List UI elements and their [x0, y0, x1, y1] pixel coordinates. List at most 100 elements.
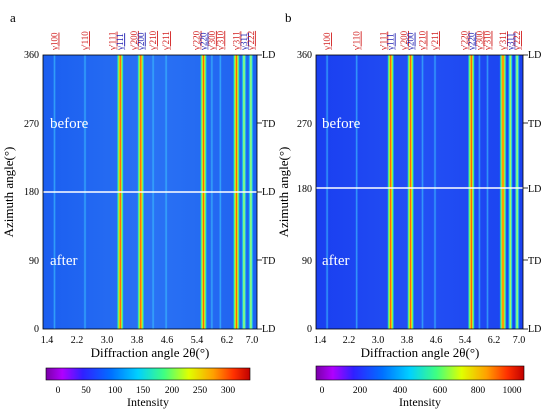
colorbar	[315, 365, 525, 381]
panel-letter: a	[10, 10, 16, 25]
heatmap-frame	[315, 54, 524, 330]
before-label: before	[322, 116, 361, 132]
direction-tick: LD	[528, 50, 541, 61]
peak-label: γ'210	[418, 30, 428, 51]
x-tick: 3.8	[401, 335, 414, 346]
peak-label: γ220	[466, 32, 476, 51]
peak-label: γ200	[406, 32, 416, 51]
peak-label: γ'211	[161, 31, 171, 51]
y-tick: 90	[302, 256, 312, 267]
y-tick: 360	[24, 50, 39, 61]
after-label: after	[50, 253, 77, 269]
peak-streak	[387, 55, 395, 329]
peak-streak	[421, 55, 424, 329]
x-tick: 3.0	[101, 335, 114, 346]
peak-streak	[514, 55, 520, 329]
colorbar-tick: 0	[320, 386, 325, 396]
after-label: after	[322, 253, 349, 269]
direction-tick: LD	[528, 184, 541, 195]
peak-streak	[507, 55, 513, 329]
peak-label: γ'311	[231, 31, 241, 51]
colorbar-ticks: 0 50 100 150 200 250 300	[56, 386, 236, 396]
peak-label: γ'222	[246, 31, 256, 51]
colorbar-tick: 600	[433, 386, 448, 396]
peak-label: γ'310	[483, 30, 493, 51]
direction-tick: LD	[528, 324, 541, 335]
y-tick: 270	[297, 119, 312, 130]
direction-tick: TD	[262, 119, 275, 130]
colorbar	[45, 367, 251, 381]
heatmap-background	[316, 55, 523, 329]
x-tick: 6.2	[488, 335, 501, 346]
x-tick: 1.4	[314, 335, 327, 346]
peak-label: γ100	[322, 32, 332, 51]
peak-label: γ'210	[148, 30, 158, 51]
peak-label: γ'200	[129, 30, 139, 51]
peak-label: γ200	[136, 32, 146, 51]
y-tick: 180	[297, 184, 312, 195]
colorbar-ticks: 0 200 400 600 800 1000	[320, 386, 522, 396]
peak-label: γ'111	[108, 32, 118, 51]
peak-streak	[325, 55, 329, 329]
peak-label: γ311	[239, 33, 249, 51]
x-ticks: 1.4 2.2 3.0 3.8 4.6 5.4 6.2 7.0	[41, 335, 259, 346]
right-tick-marks	[257, 54, 262, 330]
y-axis-label: Azimuth angle(°)	[276, 147, 291, 238]
peak-label: γ'110	[352, 31, 362, 51]
direction-tick: LD	[262, 324, 275, 335]
direction-tick: LD	[262, 187, 275, 198]
colorbar-tick: 50	[81, 386, 91, 396]
y-tick: 90	[29, 256, 39, 267]
peak-label: γ111	[115, 33, 125, 51]
colorbar-tick: 800	[471, 386, 486, 396]
x-tick: 6.2	[221, 335, 234, 346]
right-ticks: LD TD LD TD LD	[262, 50, 275, 335]
y-axis-label: Azimuth angle(°)	[1, 147, 16, 238]
colorbar-tick: 200	[353, 386, 368, 396]
x-ticks: 1.4 2.2 3.0 3.8 4.6 5.4 6.2 7.0	[314, 335, 526, 346]
peak-label: γ'310	[215, 30, 225, 51]
direction-tick: TD	[262, 256, 275, 267]
y-tick: 360	[297, 50, 312, 61]
x-tick: 7.0	[246, 335, 259, 346]
x-tick: 1.4	[41, 335, 54, 346]
y-tick: 180	[24, 187, 39, 198]
colorbar-tick: 200	[165, 386, 180, 396]
peak-label: γ'111	[378, 32, 388, 51]
direction-tick: TD	[528, 119, 541, 130]
y-tick: 0	[307, 324, 312, 335]
peak-label: γ'300	[474, 30, 484, 51]
peak-label: γ100	[50, 32, 60, 51]
colorbar-tick: 300	[221, 386, 236, 396]
peak-label: γ220	[199, 32, 209, 51]
colorbar-label: Intensity	[399, 395, 441, 409]
colorbar-tick: 1000	[503, 386, 522, 396]
peak-label: γ'220	[460, 30, 470, 51]
x-axis-label: Diffraction angle 2θ(°)	[361, 345, 480, 360]
peak-streak	[477, 55, 481, 329]
y-ticks: 0 90 180 270 360	[297, 50, 312, 335]
x-tick: 2.2	[71, 335, 84, 346]
right-tick-marks	[523, 54, 528, 330]
x-tick: 3.8	[131, 335, 144, 346]
colorbar-tick: 0	[56, 386, 61, 396]
colorbar-tick: 250	[193, 386, 208, 396]
peak-streak	[433, 55, 437, 329]
x-tick: 5.4	[191, 335, 204, 346]
y-ticks: 0 90 180 270 360	[24, 50, 39, 335]
peak-streak	[407, 55, 415, 329]
peak-label: γ'222	[512, 31, 522, 51]
peak-label: γ111	[386, 33, 396, 51]
panel-letter: b	[285, 10, 292, 25]
peak-label: γ'220	[192, 30, 202, 51]
x-tick: 4.6	[430, 335, 443, 346]
peak-label: γ'211	[430, 31, 440, 51]
y-tick: 270	[24, 119, 39, 130]
peak-label: γ311	[505, 33, 515, 51]
direction-tick: TD	[528, 256, 541, 267]
colorbar-label: Intensity	[127, 395, 169, 409]
colorbar-tick: 100	[108, 386, 123, 396]
